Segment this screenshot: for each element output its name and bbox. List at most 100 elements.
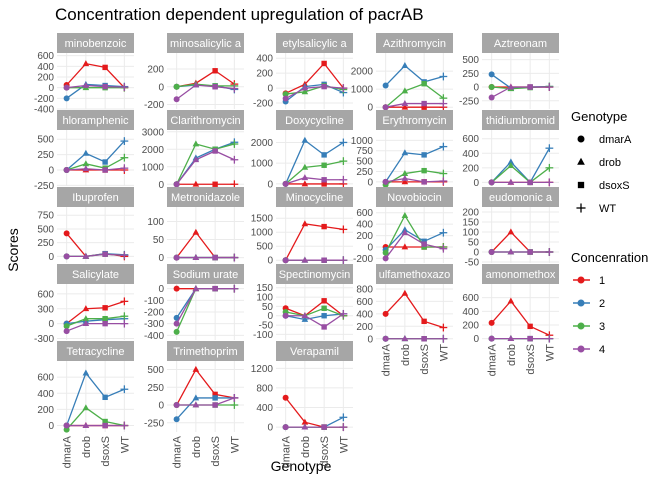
facet-panel: etylsalicylic a -200 0 200 400 <box>253 33 353 110</box>
facet-strip <box>482 110 559 130</box>
series-line <box>66 315 125 327</box>
data-point <box>301 418 309 425</box>
data-point <box>321 83 327 90</box>
series-line <box>176 397 235 420</box>
data-point <box>82 315 90 322</box>
data-point <box>439 334 448 343</box>
y-tick-label: 600 <box>462 293 479 304</box>
y-tick-label: 2000 <box>142 145 165 156</box>
facet-panel: Minocycline 0 500 1000 1500 <box>251 187 353 267</box>
data-point <box>421 81 427 87</box>
data-point <box>120 83 129 92</box>
data-point <box>173 416 180 423</box>
data-point <box>339 413 348 422</box>
data-point <box>230 140 239 148</box>
facet-strip <box>276 110 353 130</box>
y-tick-label: -300 <box>34 334 54 345</box>
x-tick-label: drob <box>81 436 93 458</box>
y-tick-label: 0 <box>48 319 54 330</box>
data-point <box>421 167 427 174</box>
data-point <box>230 180 239 189</box>
x-tick-label: WT <box>119 436 131 453</box>
facet-label: Erythromycin <box>382 115 446 127</box>
data-point <box>173 328 180 335</box>
facet-strip <box>376 33 453 53</box>
data-point <box>82 165 90 172</box>
data-point <box>82 252 90 259</box>
x-axis-label: Genotype <box>271 458 332 474</box>
data-point <box>173 285 180 292</box>
data-point <box>301 163 309 170</box>
y-tick-label: 600 <box>37 373 54 384</box>
facet-strip <box>167 33 244 53</box>
data-point <box>527 335 533 342</box>
y-tick-label: 400 <box>356 309 373 320</box>
data-point <box>82 421 90 428</box>
y-tick-label: 750 <box>37 211 54 222</box>
data-point <box>230 155 239 164</box>
data-point <box>421 241 427 247</box>
facet-strip <box>482 33 559 53</box>
y-tick-label: 750 <box>356 146 373 157</box>
y-tick-label: 1000 <box>251 159 274 170</box>
data-point <box>192 365 200 372</box>
facet-strip <box>482 264 559 284</box>
data-point <box>192 156 200 163</box>
panel-background <box>57 207 134 263</box>
data-point <box>401 229 409 236</box>
data-point <box>401 243 409 250</box>
facet-panel: Sodium urate -400-300-200-1000 <box>144 264 244 342</box>
data-point <box>282 394 289 401</box>
x-tick-label: drob <box>300 436 312 458</box>
chart-title: Concentration dependent upregulation of … <box>55 5 424 24</box>
data-point <box>439 323 448 332</box>
data-point <box>282 257 289 264</box>
x-tick-label: dmarA <box>381 343 393 376</box>
y-tick-label: 400 <box>37 62 54 73</box>
data-point <box>102 305 108 311</box>
data-point <box>401 149 409 156</box>
data-point <box>401 178 409 185</box>
data-point <box>545 334 554 343</box>
concentration-legend-title: Concenration <box>571 250 648 265</box>
y-tick-label: 500 <box>356 157 373 168</box>
data-point <box>507 248 515 255</box>
data-point <box>282 180 289 187</box>
data-point <box>545 248 554 256</box>
data-point <box>282 424 289 431</box>
data-point <box>507 162 515 169</box>
y-tick-label: -200 <box>34 94 54 105</box>
data-point <box>82 305 90 312</box>
facet-strip <box>376 264 453 284</box>
series-line <box>176 143 235 185</box>
data-point <box>120 385 129 394</box>
concentration-legend: Concenration 1 2 3 4 <box>571 250 648 356</box>
y-tick-label: 2000 <box>251 138 274 149</box>
x-tick-label: dmarA <box>281 435 293 468</box>
series-line <box>491 164 550 184</box>
y-tick-label: 300 <box>37 304 54 315</box>
genotype-legend-title: Genotype <box>571 109 627 124</box>
series-line <box>285 83 344 103</box>
data-point <box>63 253 70 260</box>
facet-panel: minosalicylic a -200 0 200 <box>144 33 244 111</box>
series-line <box>176 84 235 100</box>
y-tick-label: 150 <box>256 283 273 294</box>
data-point <box>230 401 239 409</box>
y-tick-label: 0 <box>267 179 273 190</box>
y-tick-label: 400 <box>37 389 54 400</box>
facet-panel: hloramphenic -250 0 250 500 <box>34 110 134 192</box>
y-tick-label: 0 <box>267 311 273 322</box>
y-tick-label: 3000 <box>142 127 165 138</box>
x-tick-label: WT <box>544 344 556 361</box>
data-point <box>192 285 200 292</box>
facet-label: Spectinomycin <box>279 269 351 281</box>
data-point <box>63 422 70 429</box>
panel-background <box>167 361 244 432</box>
data-point <box>282 312 289 319</box>
data-point <box>120 312 129 321</box>
y-tick-label: 100 <box>147 217 164 228</box>
data-point <box>421 179 427 185</box>
x-tick-label: dsoxS <box>419 344 431 375</box>
